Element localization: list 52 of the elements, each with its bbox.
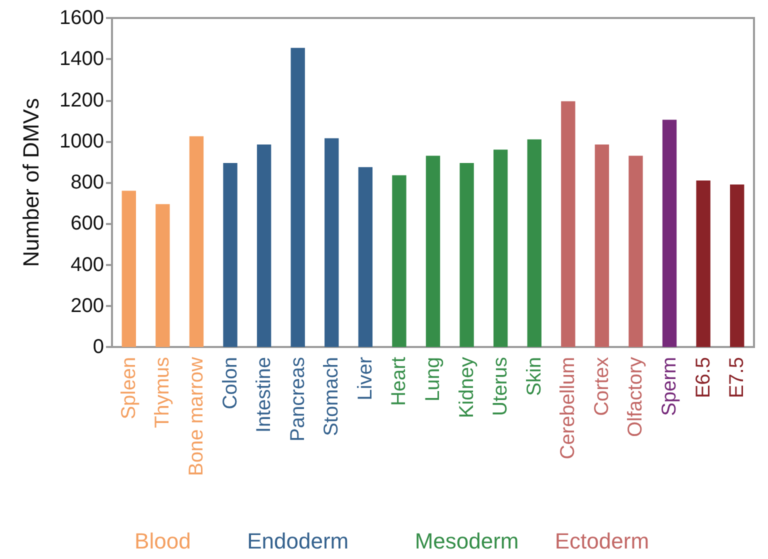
bar — [696, 180, 710, 347]
x-tick-label: Stomach — [320, 357, 343, 436]
bar — [122, 190, 136, 347]
bar — [594, 144, 610, 347]
y-tick-label: 1200 — [60, 89, 104, 112]
bar — [223, 162, 238, 347]
y-tick-label: 600 — [70, 212, 104, 235]
bar — [358, 167, 373, 347]
bar — [290, 48, 305, 347]
x-tick-label: Colon — [219, 357, 242, 410]
x-tick-label: Thymus — [152, 357, 174, 428]
bar — [426, 156, 440, 347]
x-tick-label: E6.5 — [692, 357, 714, 398]
x-tick-label: Cortex — [590, 357, 613, 416]
bar — [730, 184, 744, 347]
bar — [256, 144, 272, 347]
text: Ectoderm — [554, 528, 650, 554]
y-tick-label: 1400 — [60, 48, 104, 70]
bar — [628, 156, 643, 347]
x-tick-label: Olfactory — [624, 357, 647, 438]
y-tick-label: 0 — [92, 336, 104, 358]
x-tick-label: Pancreas — [286, 357, 309, 442]
text: Blood — [134, 528, 191, 554]
y-tick-label: 1600 — [60, 7, 104, 29]
x-tick-label: E7.5 — [726, 357, 748, 398]
y-tick-label: 400 — [70, 254, 104, 276]
bar — [561, 101, 576, 347]
x-tick-label: Skin — [523, 357, 546, 396]
text: Mesoderm — [414, 528, 519, 554]
x-tick-label: Sperm — [658, 357, 681, 416]
x-tick-label: Lung — [422, 357, 444, 402]
x-tick-label: Spleen — [118, 357, 140, 420]
bar — [324, 138, 339, 347]
x-tick-label: Cerebellum — [557, 357, 580, 460]
text: Endoderm — [247, 528, 349, 554]
y-tick-label: 1000 — [60, 130, 104, 152]
bar — [189, 136, 204, 347]
y-tick-label: 800 — [70, 172, 104, 194]
x-tick-label: Kidney — [456, 357, 478, 418]
x-tick-label: Liver — [354, 356, 376, 400]
bar — [156, 204, 170, 347]
bar — [493, 150, 508, 347]
y-tick-label: 200 — [70, 294, 104, 317]
x-tick-label: Bone marrow — [185, 356, 208, 476]
bar — [392, 175, 406, 347]
bar — [527, 139, 542, 347]
x-tick-label: Uterus — [490, 357, 512, 416]
x-tick-label: Heart — [388, 356, 410, 406]
bar — [460, 162, 474, 347]
y-axis-title: Number of DMVs — [18, 98, 44, 267]
bar — [662, 120, 677, 347]
x-tick-label: Intestine — [253, 357, 276, 433]
